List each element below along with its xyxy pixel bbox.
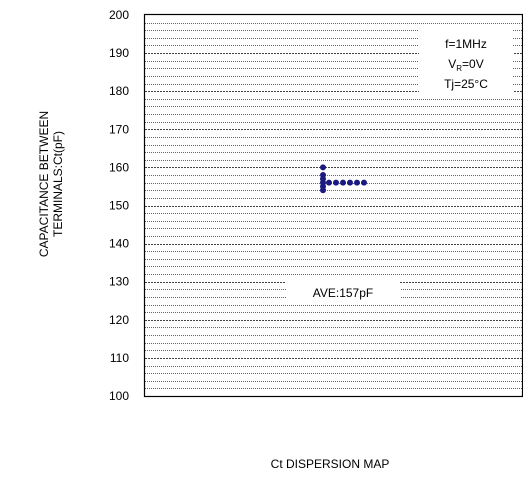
data-point <box>326 179 332 186</box>
data-point <box>361 179 367 186</box>
y-tick-label: 180 <box>109 84 129 98</box>
y-tick-label: 170 <box>109 122 129 136</box>
chart-caption: Ct DISPERSION MAP <box>271 457 390 471</box>
y-tick-label: 150 <box>109 199 129 213</box>
data-point <box>333 179 339 186</box>
data-point <box>320 172 326 179</box>
data-point <box>340 179 346 186</box>
y-tick-label: 190 <box>109 46 129 60</box>
average-label: AVE:157pF <box>313 286 373 300</box>
y-tick-label: 160 <box>109 160 129 174</box>
y-axis-label-line-1: CAPACITANCE BETWEEN <box>37 111 51 257</box>
y-tick-label: 110 <box>110 351 129 365</box>
data-point <box>320 164 326 171</box>
condition-vr-value: =0V <box>462 57 484 71</box>
y-tick-label: 100 <box>109 389 129 403</box>
data-points <box>320 164 367 194</box>
y-axis-label-line-2: TERMINALS:Ct(pF) <box>51 131 65 237</box>
conditions-box <box>419 28 513 94</box>
y-tick-label: 120 <box>109 313 129 327</box>
y-tick-label: 130 <box>109 275 129 289</box>
condition-vr-subscript: R <box>456 64 462 73</box>
y-tick-labels: 100 110 120 130 140 150 160 170 180 190 200 <box>109 8 129 403</box>
data-point <box>347 179 353 186</box>
y-tick-label: 140 <box>109 237 129 251</box>
average-label-box <box>286 281 400 302</box>
data-point <box>354 179 360 186</box>
condition-reverse-voltage: VR=0V <box>448 57 483 73</box>
condition-frequency: f=1MHz <box>445 37 487 51</box>
condition-junction-temperature: Tj=25°C <box>444 77 488 91</box>
y-tick-label: 200 <box>109 8 129 22</box>
condition-vr-main: V <box>448 57 456 71</box>
